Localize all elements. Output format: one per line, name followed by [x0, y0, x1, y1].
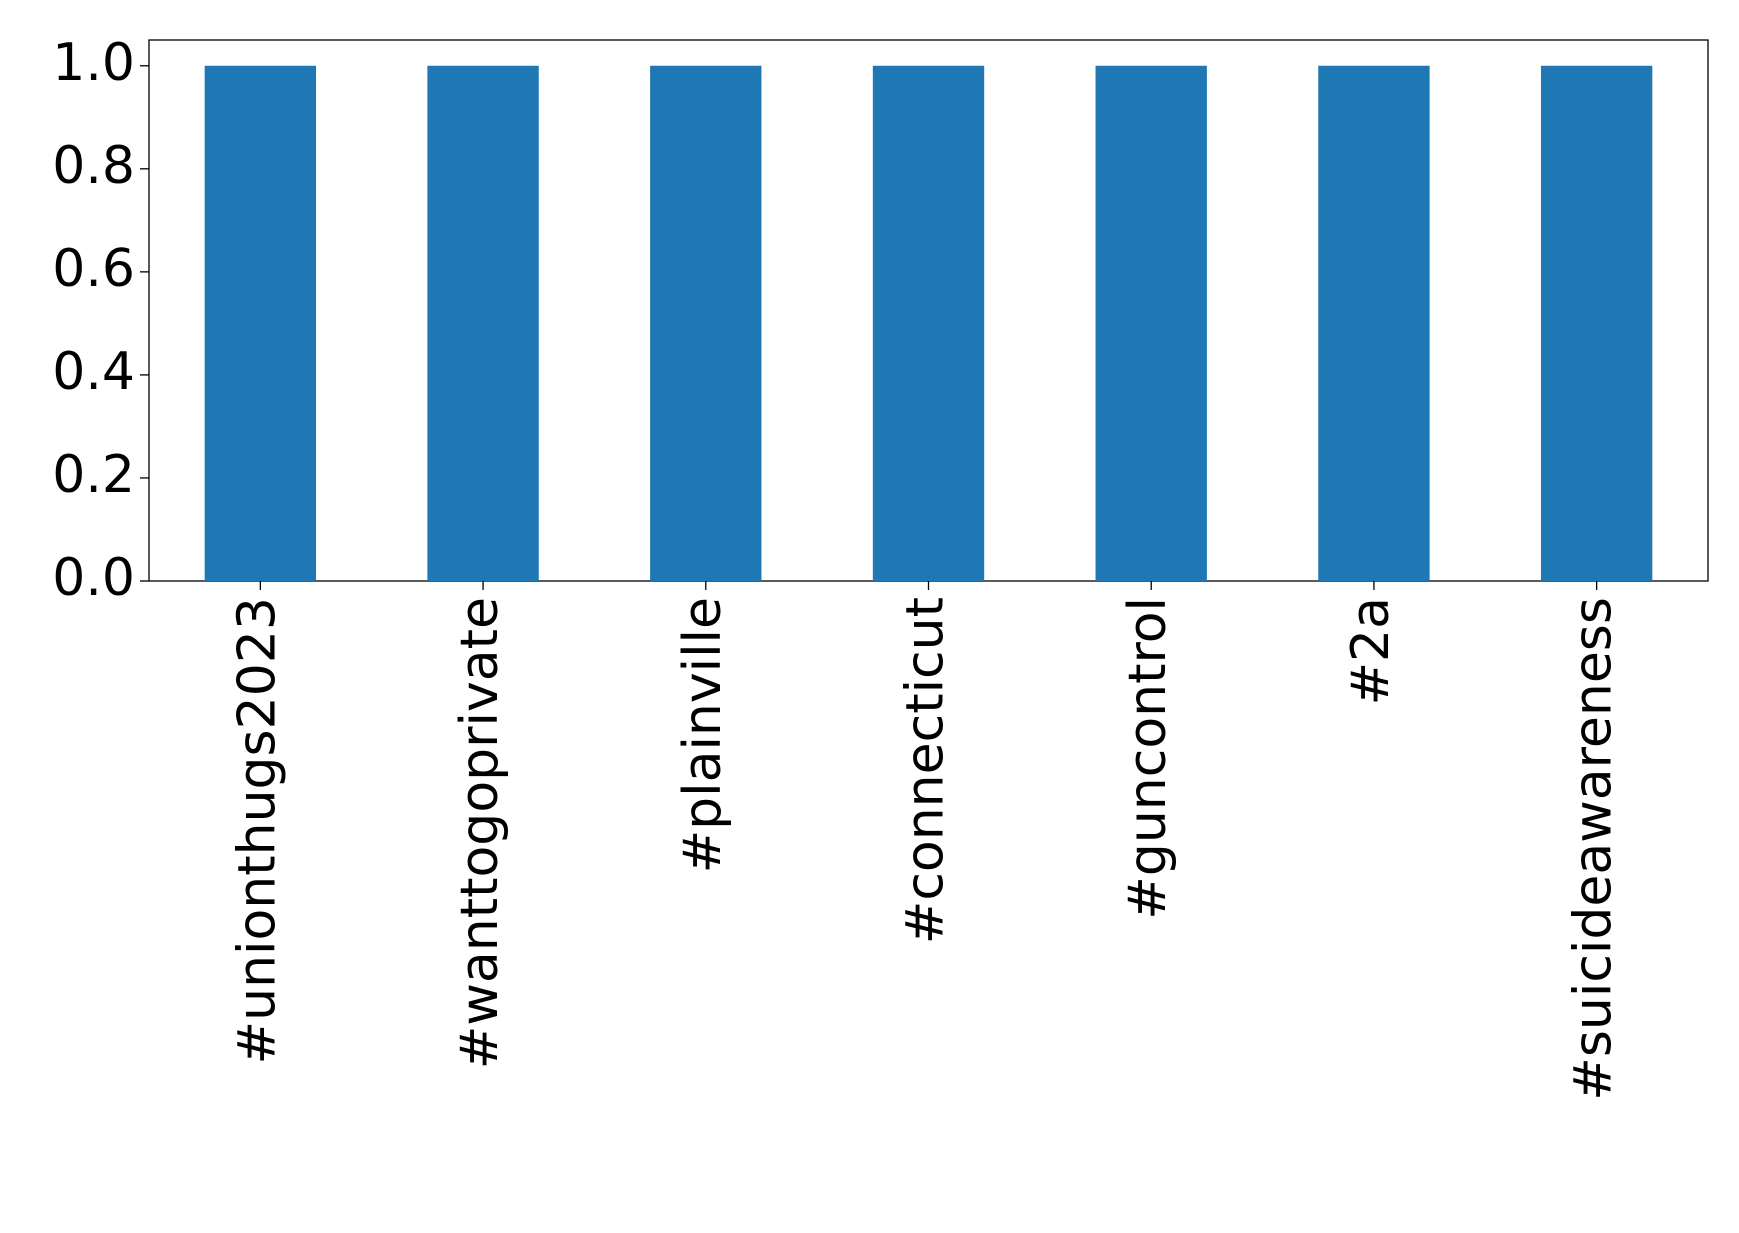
bar — [872, 65, 985, 581]
y-tick-label: 0.6 — [52, 239, 135, 299]
bar — [1540, 65, 1653, 581]
x-tick-label: #wanttogoprivate — [450, 597, 510, 1069]
bar — [1318, 65, 1430, 581]
y-tick-label: 0.2 — [52, 445, 135, 505]
bar — [650, 65, 762, 581]
x-tick-label: #connecticut — [896, 597, 956, 944]
bar — [427, 65, 539, 581]
bar — [204, 65, 317, 581]
bar — [1095, 65, 1207, 581]
x-tick-label: #guncontrol — [1118, 597, 1178, 920]
y-tick-label: 0.4 — [52, 342, 135, 402]
x-tick-label: #2a — [1341, 597, 1401, 706]
y-tick-label: 0.0 — [52, 548, 135, 608]
x-tick-label: #suicideawareness — [1564, 597, 1624, 1101]
y-tick-label: 0.8 — [52, 136, 135, 196]
y-tick-label: 1.0 — [52, 33, 135, 93]
x-tick-label: #unionthugs2023 — [227, 597, 287, 1064]
x-tick-label: #plainville — [673, 597, 733, 873]
